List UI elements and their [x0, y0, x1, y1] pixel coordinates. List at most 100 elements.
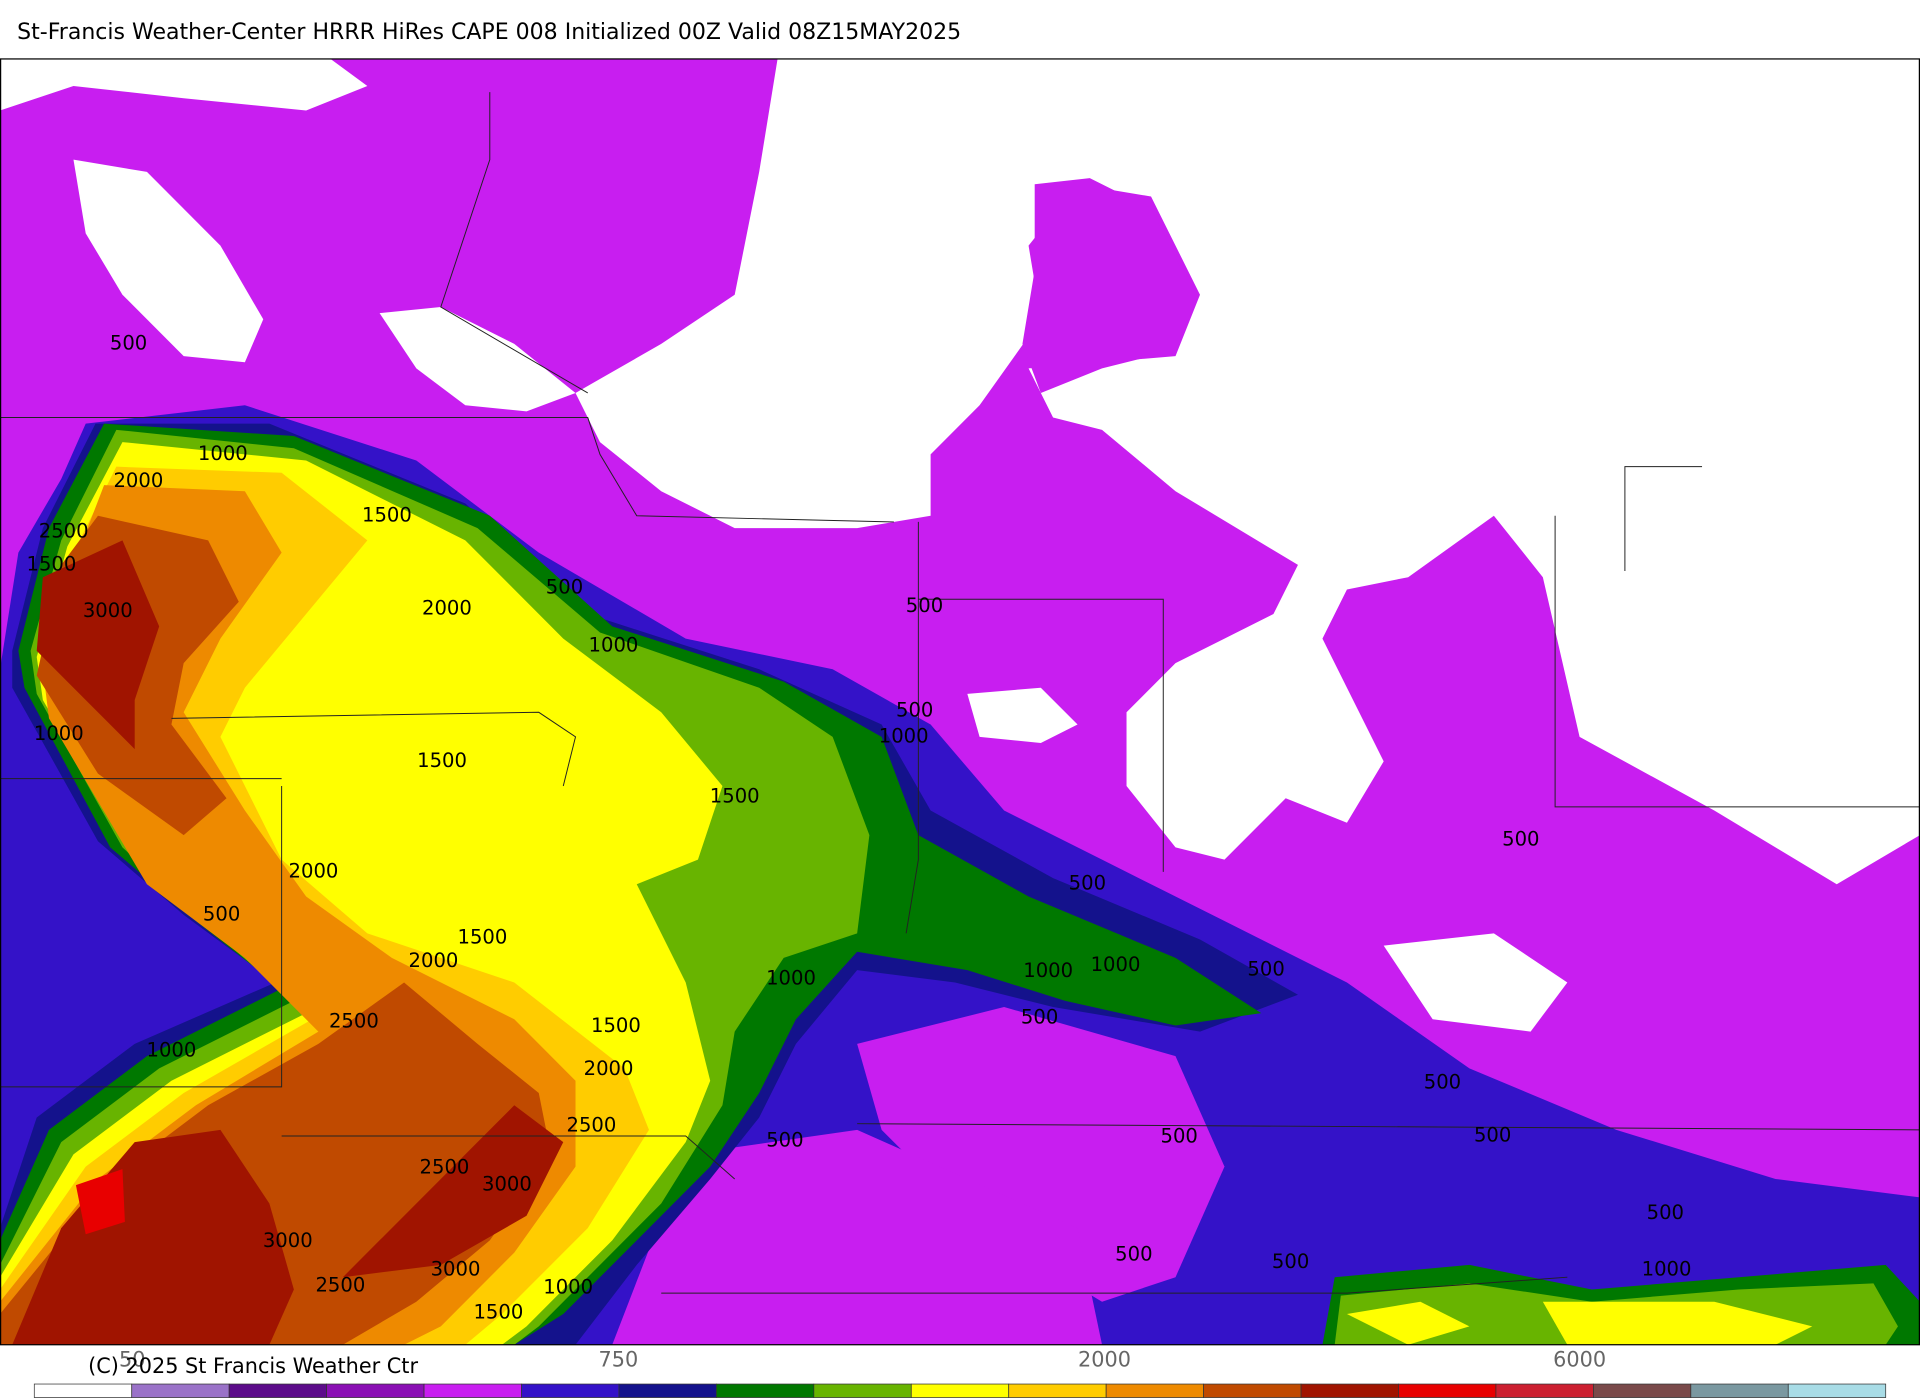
colorbar-label: 6000: [1553, 1348, 1606, 1372]
colorbar-swatch: [910, 1383, 1010, 1398]
contour-label: 2500: [39, 519, 89, 542]
cape-area: [967, 687, 1078, 743]
contour-label: 1000: [766, 966, 816, 989]
contour-label: 1000: [198, 442, 248, 465]
contour-label: 1000: [543, 1276, 593, 1299]
contour-label: 1500: [458, 926, 508, 949]
colorbar-swatch: [33, 1383, 133, 1398]
contour-label: 500: [546, 576, 583, 599]
cape-area: [1542, 1301, 1813, 1345]
cape-field: [0, 58, 1920, 1345]
contour-label: 1000: [34, 722, 84, 745]
contour-label: 1000: [589, 633, 639, 656]
colorbar-swatch: [326, 1383, 425, 1398]
contour-label: 1500: [362, 503, 412, 526]
cape-area: [36, 540, 160, 750]
state-line: [281, 1135, 736, 1180]
cape-area: [342, 1105, 564, 1278]
contour-label: 2000: [289, 859, 339, 882]
state-line: [918, 598, 1164, 872]
colorbar-swatch: [716, 1383, 815, 1398]
state-line: [1554, 515, 1920, 808]
colorbar-swatch: [1593, 1383, 1692, 1398]
cape-area: [0, 58, 368, 111]
contour-label: 1500: [591, 1014, 641, 1037]
colorbar-swatch: [1787, 1383, 1887, 1398]
state-line: [1624, 466, 1703, 572]
colorbar-label: 50: [119, 1348, 145, 1372]
cape-area: [1346, 1301, 1470, 1345]
colorbar-swatch: [1203, 1383, 1302, 1398]
cape-area: [575, 58, 1920, 885]
cape-area: [1022, 178, 1194, 393]
state-line: [905, 521, 919, 934]
contour-label: 500: [1502, 827, 1539, 850]
contour-label: 2500: [329, 1009, 379, 1032]
contour-label: 500: [1424, 1071, 1461, 1094]
cape-area: [612, 1129, 1103, 1345]
colorbar-swatch: [1690, 1383, 1789, 1398]
contour-label: 1500: [473, 1300, 523, 1323]
colorbar-swatch: [618, 1383, 717, 1398]
contour-label: 500: [110, 331, 147, 354]
colorbar-swatch: [423, 1383, 522, 1398]
state-line: [0, 417, 894, 523]
contour-label: 500: [1247, 958, 1284, 981]
contour-label: 1500: [27, 552, 77, 575]
colorbar-swatch: [131, 1383, 230, 1398]
contour-label: 1000: [1091, 953, 1141, 976]
state-line: [0, 785, 283, 1088]
contour-label: 2000: [584, 1057, 634, 1080]
contour-label: 2500: [420, 1155, 470, 1178]
contour-label: 500: [1272, 1250, 1309, 1273]
state-line: [171, 711, 577, 787]
map-frame: [0, 58, 1920, 1346]
contour-label: 1500: [710, 784, 760, 807]
contour-label: 500: [1069, 872, 1106, 895]
contour-label: 500: [906, 594, 943, 617]
state-line: [440, 92, 589, 394]
state-line: [661, 1276, 1568, 1294]
contour-label: 500: [1647, 1201, 1684, 1224]
cape-area: [73, 159, 264, 363]
cape-area: [75, 1169, 125, 1235]
contour-label: 1500: [417, 749, 467, 772]
contour-label: 1000: [879, 724, 929, 747]
cape-area: [1383, 933, 1568, 1032]
colorbar-swatch: [228, 1383, 327, 1398]
contour-label: 3000: [482, 1173, 532, 1196]
contour-label: 2000: [422, 597, 472, 620]
contour-label: 500: [1115, 1243, 1152, 1266]
cape-area: [12, 1129, 294, 1345]
contour-label: 3000: [431, 1257, 481, 1280]
copyright: (C) 2025 St Francis Weather Ctr: [88, 1354, 418, 1378]
contour-label: 2000: [113, 469, 163, 492]
contour-label: 2500: [567, 1114, 617, 1137]
colorbar: 50 750 2000 6000: [33, 1348, 1887, 1398]
colorbar-swatch: [1105, 1383, 1204, 1398]
colorbar-swatch: [1398, 1383, 1497, 1398]
contour-label: 3000: [83, 599, 133, 622]
contour-label: 1000: [1642, 1257, 1692, 1280]
cape-area: [379, 307, 576, 412]
contour-label: 500: [766, 1128, 803, 1151]
colorbar-swatch: [1300, 1383, 1399, 1398]
borders: [0, 92, 1920, 1294]
contour-label: 500: [203, 902, 240, 925]
colorbar-swatch: [1008, 1383, 1107, 1398]
contour-label: 500: [1474, 1123, 1511, 1146]
state-line: [857, 1123, 1920, 1131]
colorbar-swatch: [1495, 1383, 1594, 1398]
contour-label: 500: [896, 699, 933, 722]
contour-label: 2500: [315, 1273, 365, 1296]
colorbar-label: 750: [599, 1348, 639, 1372]
colorbar-swatch: [521, 1383, 620, 1398]
cape-area: [857, 1007, 1225, 1302]
contour-label: 1000: [1023, 959, 1073, 982]
colorbar-swatch: [813, 1383, 912, 1398]
contour-label: 2000: [409, 949, 459, 972]
contour-label: 1000: [147, 1039, 197, 1062]
